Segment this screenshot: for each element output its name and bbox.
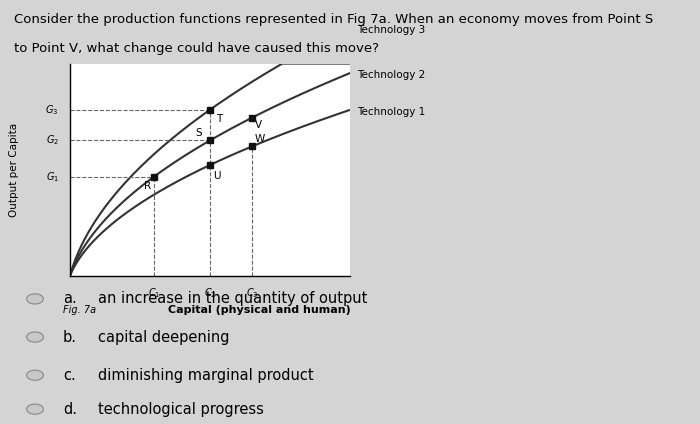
Text: $C_3$: $C_3$ bbox=[246, 286, 258, 300]
Text: a.: a. bbox=[63, 291, 77, 307]
Text: $G_1$: $G_1$ bbox=[46, 170, 59, 184]
Text: V: V bbox=[255, 120, 262, 130]
Text: $C_1$: $C_1$ bbox=[148, 286, 160, 300]
Text: Output per Capita: Output per Capita bbox=[9, 123, 19, 217]
Text: R: R bbox=[144, 181, 151, 191]
Text: Technology 3: Technology 3 bbox=[357, 25, 426, 35]
Text: capital deepening: capital deepening bbox=[98, 329, 230, 345]
Text: W: W bbox=[255, 134, 265, 144]
Text: $G_3$: $G_3$ bbox=[46, 103, 59, 117]
Text: c.: c. bbox=[63, 368, 76, 383]
Text: an increase in the quantity of output: an increase in the quantity of output bbox=[98, 291, 368, 307]
Text: U: U bbox=[213, 171, 220, 181]
Text: S: S bbox=[195, 128, 202, 138]
Text: to Point V, what change could have caused this move?: to Point V, what change could have cause… bbox=[14, 42, 379, 56]
Text: $G_2$: $G_2$ bbox=[46, 134, 59, 147]
Text: Capital (physical and human): Capital (physical and human) bbox=[168, 305, 351, 315]
Text: $C_2$: $C_2$ bbox=[204, 286, 216, 300]
Text: Fig. 7a: Fig. 7a bbox=[63, 305, 96, 315]
Text: d.: d. bbox=[63, 402, 77, 417]
Text: Consider the production functions represented in Fig 7a. When an economy moves f: Consider the production functions repres… bbox=[14, 13, 653, 26]
Text: Technology 1: Technology 1 bbox=[357, 107, 426, 117]
Text: T: T bbox=[216, 114, 222, 124]
Text: b.: b. bbox=[63, 329, 77, 345]
Text: diminishing marginal product: diminishing marginal product bbox=[98, 368, 314, 383]
Text: technological progress: technological progress bbox=[98, 402, 264, 417]
Text: Technology 2: Technology 2 bbox=[357, 70, 426, 81]
